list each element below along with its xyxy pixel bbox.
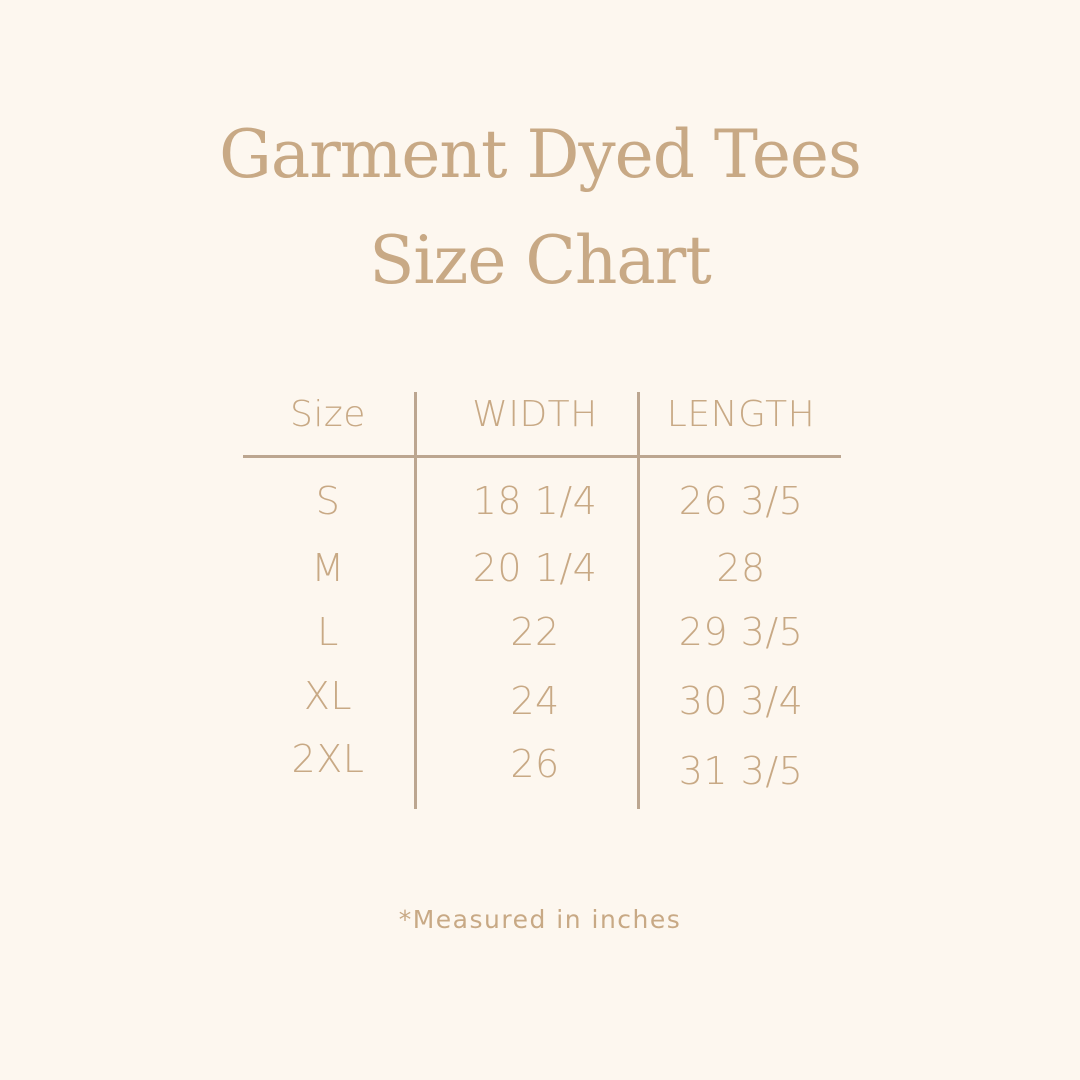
cell-length: 28 [716, 546, 766, 590]
cell-width: 22 [510, 610, 560, 654]
cell-size: M [311, 546, 345, 590]
cell-width: 26 [510, 742, 560, 786]
cell-width: 18 1/4 [472, 479, 598, 523]
title-line-1: Garment Dyed Tees [219, 116, 862, 193]
column-divider-2 [637, 392, 640, 809]
footnote: *Measured in inches [398, 905, 682, 934]
header-divider [243, 455, 841, 458]
column-divider-1 [414, 392, 417, 809]
cell-size: S [315, 479, 341, 523]
column-header-size: Size [290, 394, 366, 435]
column-header-length: LENGTH [666, 394, 816, 435]
cell-length: 31 3/5 [678, 749, 804, 793]
cell-length: 30 3/4 [678, 679, 804, 723]
cell-size: L [317, 610, 339, 654]
cell-size: 2XL [291, 737, 365, 781]
cell-width: 20 1/4 [472, 546, 598, 590]
title-line-2: Size Chart [369, 222, 712, 299]
cell-length: 29 3/5 [678, 610, 804, 654]
column-header-width: WIDTH [472, 394, 598, 435]
cell-length: 26 3/5 [678, 479, 804, 523]
cell-size: XL [303, 674, 353, 718]
cell-width: 24 [510, 679, 560, 723]
